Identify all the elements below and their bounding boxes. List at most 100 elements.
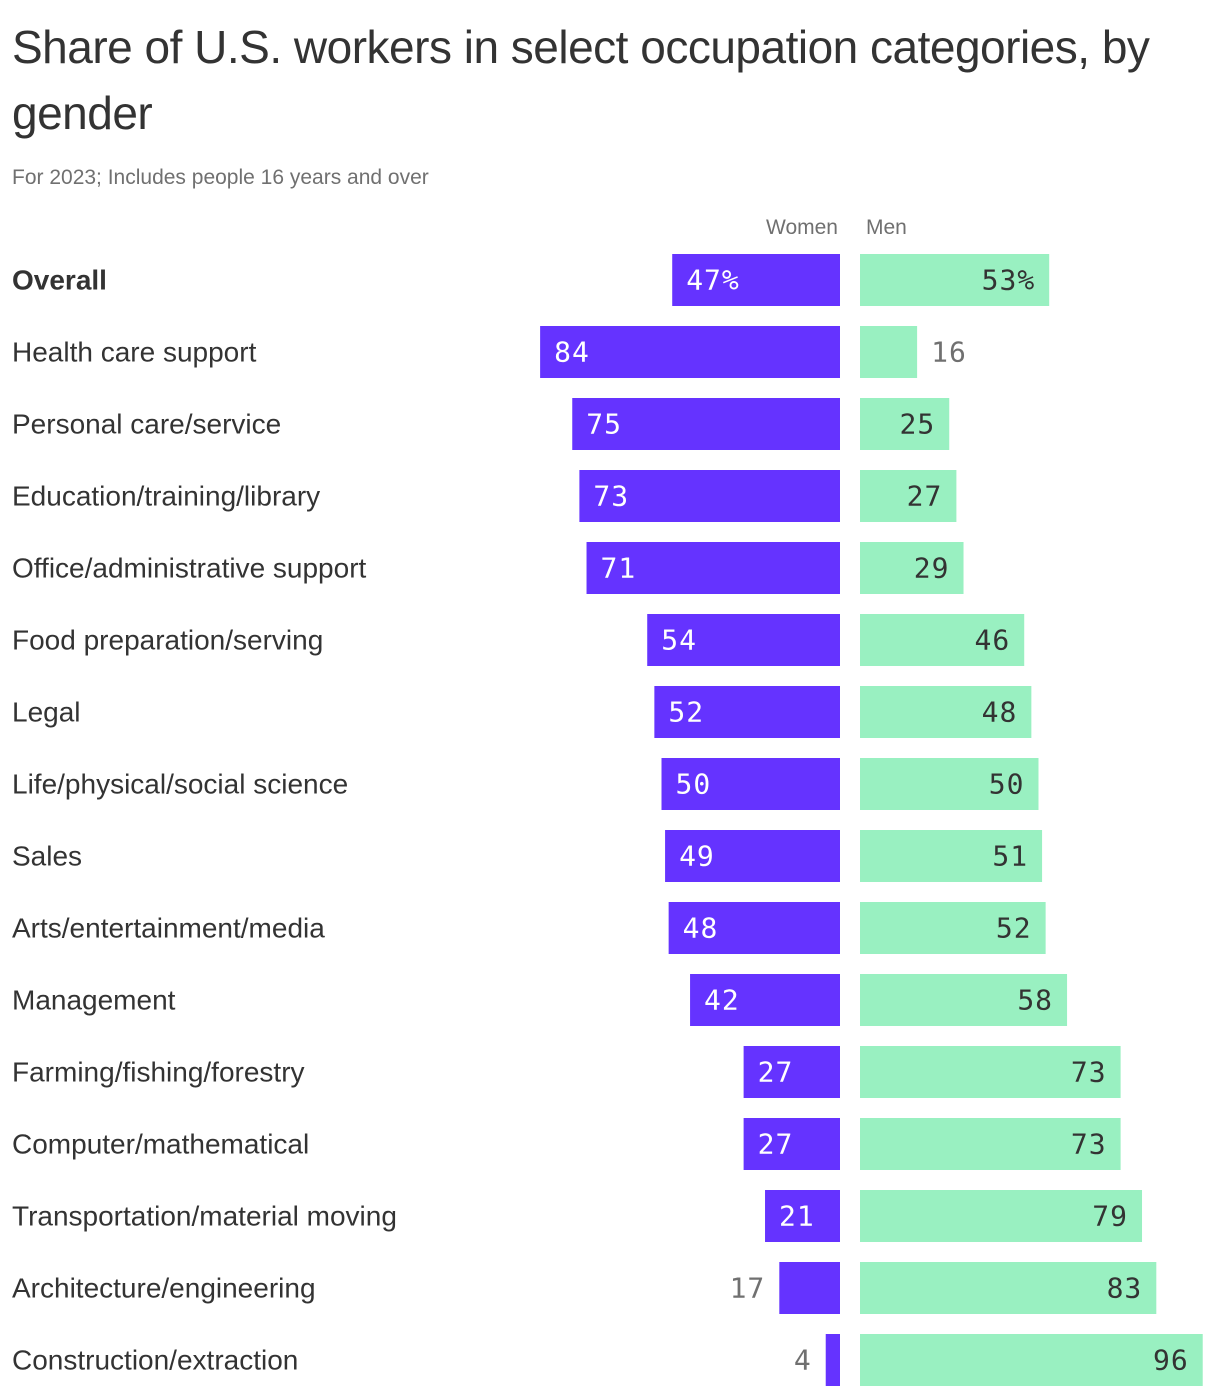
bar-row: Transportation/material moving 21 79	[12, 1190, 1143, 1242]
category-label: Management	[12, 985, 176, 1016]
men-bar	[860, 902, 1046, 954]
men-value-label: 79	[1092, 1200, 1128, 1233]
men-bar	[860, 470, 957, 522]
women-bar	[586, 542, 840, 594]
category-label: Office/administrative support	[12, 553, 367, 584]
category-label: Life/physical/social science	[12, 769, 348, 800]
men-bar	[860, 1118, 1121, 1170]
bar-row: Life/physical/social science 50 50	[12, 758, 1039, 810]
men-bar	[860, 1046, 1121, 1098]
category-label: Personal care/service	[12, 409, 281, 440]
women-value-label: 21	[779, 1200, 815, 1233]
women-value-label: 75	[586, 408, 622, 441]
bar-row: Office/administrative support 71 29	[12, 542, 964, 594]
bar-row: Farming/fishing/forestry 27 73	[12, 1046, 1121, 1098]
men-value-label: 73	[1071, 1056, 1107, 1089]
women-bar	[540, 326, 840, 378]
bar-row: Sales 49 51	[12, 830, 1043, 882]
bar-row: Management 42 58	[12, 974, 1068, 1026]
bar-row: Construction/extraction 4 96	[12, 1334, 1203, 1386]
women-value-label: 17	[730, 1272, 766, 1305]
category-label: Arts/entertainment/media	[12, 913, 325, 944]
women-bar	[661, 758, 840, 810]
bar-row: Health care support 84 16	[12, 326, 967, 378]
men-value-label: 27	[907, 480, 943, 513]
chart-subtitle: For 2023; Includes people 16 years and o…	[12, 166, 429, 189]
men-value-label: 16	[931, 336, 967, 369]
category-label: Overall	[12, 265, 107, 296]
men-bar	[860, 326, 918, 378]
women-value-label: 48	[683, 912, 719, 945]
women-bar	[743, 1118, 840, 1170]
men-value-label: 51	[992, 840, 1028, 873]
bar-row: Legal 52 48	[12, 686, 1032, 738]
category-label: Transportation/material moving	[12, 1201, 397, 1232]
category-label: Computer/mathematical	[12, 1129, 309, 1160]
women-bar	[743, 1046, 840, 1098]
legend-men: Men	[866, 216, 907, 239]
women-bar	[647, 614, 840, 666]
men-value-label: 58	[1017, 984, 1053, 1017]
women-value-label: 54	[661, 624, 697, 657]
women-value-label: 49	[679, 840, 715, 873]
bar-row: Food preparation/serving 54 46	[12, 614, 1025, 666]
women-value-label: 47%	[686, 264, 740, 297]
men-bar	[860, 1190, 1143, 1242]
bar-row: Architecture/engineering 17 83	[12, 1262, 1157, 1314]
women-value-label: 4	[794, 1344, 812, 1377]
women-bar	[690, 974, 840, 1026]
men-bar	[860, 542, 964, 594]
women-bar	[572, 398, 840, 450]
bar-row: Arts/entertainment/media 48 52	[12, 902, 1046, 954]
women-bar	[779, 1262, 840, 1314]
category-label: Education/training/library	[12, 481, 320, 512]
men-value-label: 29	[914, 552, 950, 585]
men-value-label: 46	[975, 624, 1011, 657]
men-value-label: 50	[989, 768, 1025, 801]
men-value-label: 73	[1071, 1128, 1107, 1161]
legend-women: Women	[766, 216, 838, 239]
men-bar	[860, 398, 950, 450]
women-bar	[668, 902, 840, 954]
women-value-label: 84	[554, 336, 590, 369]
category-label: Legal	[12, 697, 81, 728]
women-bar	[825, 1334, 840, 1386]
men-value-label: 53%	[982, 264, 1036, 297]
bar-row: Computer/mathematical 27 73	[12, 1118, 1121, 1170]
women-bar	[665, 830, 840, 882]
category-label: Architecture/engineering	[12, 1273, 316, 1304]
women-bar	[672, 254, 840, 306]
men-bar	[860, 830, 1043, 882]
men-bar	[860, 974, 1068, 1026]
women-bar	[579, 470, 840, 522]
category-label: Construction/extraction	[12, 1345, 298, 1376]
men-value-label: 83	[1107, 1272, 1143, 1305]
men-bar	[860, 686, 1032, 738]
women-value-label: 73	[593, 480, 629, 513]
men-value-label: 25	[900, 408, 936, 441]
category-label: Sales	[12, 841, 82, 872]
women-value-label: 52	[668, 696, 704, 729]
category-label: Health care support	[12, 337, 257, 368]
women-value-label: 50	[676, 768, 712, 801]
category-label: Food preparation/serving	[12, 625, 323, 656]
women-value-label: 27	[758, 1056, 794, 1089]
women-bar	[765, 1190, 840, 1242]
men-bar	[860, 614, 1025, 666]
bar-row: Education/training/library 73 27	[12, 470, 957, 522]
women-value-label: 27	[758, 1128, 794, 1161]
bar-row: Personal care/service 75 25	[12, 398, 950, 450]
bar-row: Overall 47% 53%	[12, 254, 1050, 306]
men-bar	[860, 1334, 1203, 1386]
women-value-label: 42	[704, 984, 740, 1017]
women-value-label: 71	[601, 552, 637, 585]
men-bar	[860, 758, 1039, 810]
men-value-label: 48	[982, 696, 1018, 729]
category-label: Farming/fishing/forestry	[12, 1057, 305, 1088]
women-bar	[654, 686, 840, 738]
men-bar	[860, 254, 1050, 306]
chart-title: Share of U.S. workers in select occupati…	[12, 21, 1150, 139]
men-value-label: 96	[1153, 1344, 1189, 1377]
men-value-label: 52	[996, 912, 1032, 945]
